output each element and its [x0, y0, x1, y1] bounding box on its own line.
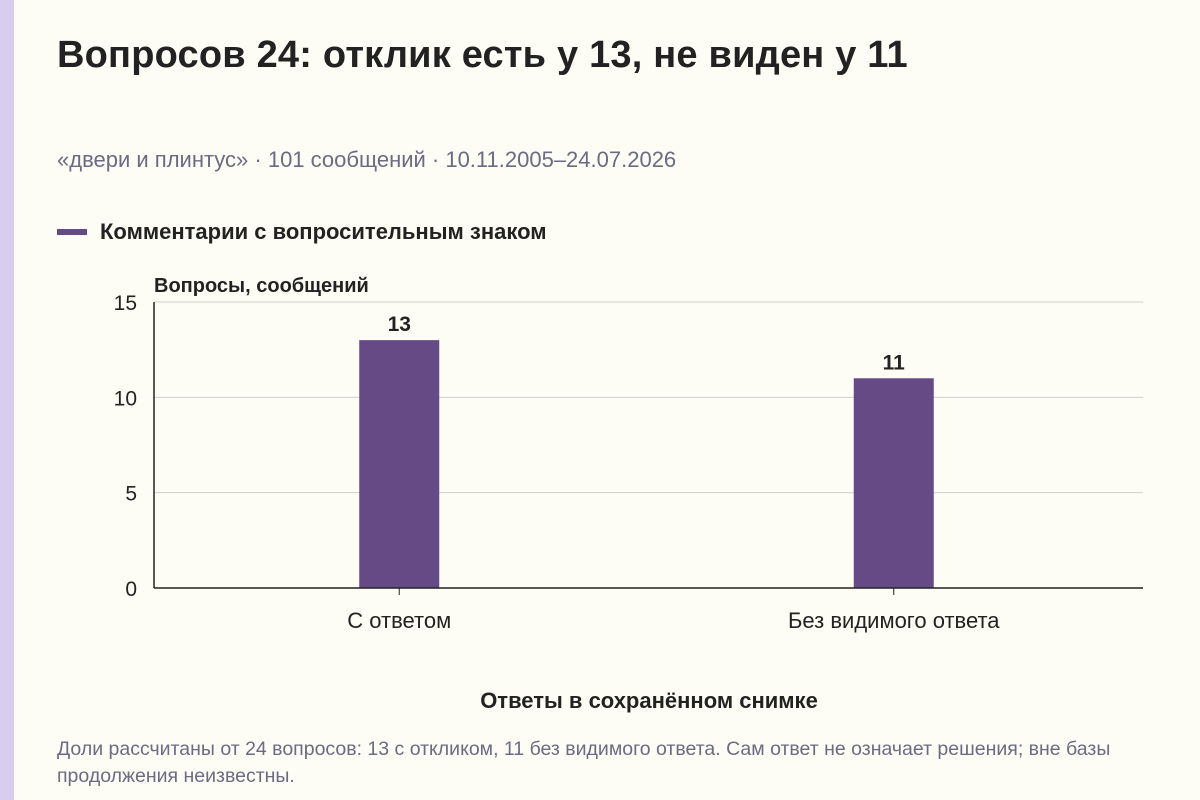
legend-swatch	[57, 229, 87, 235]
x-tick-label: Без видимого ответа	[788, 608, 1000, 633]
chart-labels: Вопросы, сообщений Ответы в сохранённом …	[154, 275, 905, 713]
bar	[359, 340, 440, 588]
legend: Комментарии с вопросительным знаком	[57, 219, 547, 245]
legend-label: Комментарии с вопросительным знаком	[100, 219, 547, 244]
y-tick-label: 15	[114, 292, 137, 315]
y-tick-label: 0	[125, 578, 137, 601]
x-axis-label: Ответы в сохранённом снимке	[480, 688, 818, 713]
axes: 0 5 10 15 С ответом Без видимого ответа	[114, 292, 1143, 633]
x-tick-label: С ответом	[347, 608, 451, 633]
y-axis-label: Вопросы, сообщений	[154, 275, 369, 297]
data-label: 11	[883, 351, 906, 374]
data-label: 13	[388, 313, 411, 336]
bars	[359, 340, 934, 588]
y-tick-label: 10	[114, 387, 137, 410]
y-tick-label: 5	[125, 483, 137, 506]
grid-lines	[154, 301, 1143, 494]
chart-title: Вопросов 24: отклик есть у 13, не виден …	[57, 34, 908, 76]
bar	[853, 378, 934, 588]
footnote: Доли рассчитаны от 24 вопросов: 13 с отк…	[57, 738, 1111, 787]
chart-subtitle: «двери и плинтус» · 101 сообщений · 10.1…	[57, 147, 677, 172]
side-accent-stripe	[0, 0, 14, 800]
